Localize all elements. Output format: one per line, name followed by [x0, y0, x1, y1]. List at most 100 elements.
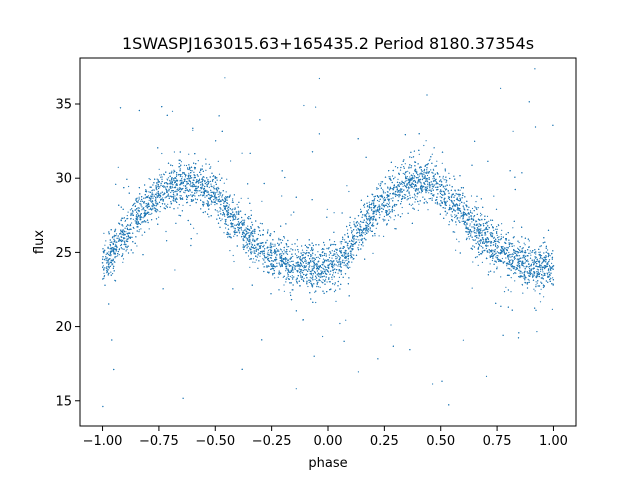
scatter-point: [475, 229, 478, 231]
scatter-point: [238, 211, 240, 213]
scatter-point: [527, 272, 529, 274]
scatter-point: [292, 264, 294, 266]
scatter-point: [226, 178, 228, 180]
scatter-point: [152, 206, 154, 208]
scatter-point: [321, 266, 323, 269]
scatter-point: [309, 276, 311, 278]
scatter-point: [486, 231, 488, 233]
scatter-point: [134, 220, 136, 222]
scatter-point: [208, 163, 210, 165]
scatter-point: [329, 260, 332, 262]
scatter-point: [457, 199, 460, 202]
scatter-point: [455, 224, 457, 226]
scatter-point: [258, 245, 260, 247]
scatter-point: [278, 262, 280, 264]
scatter-point: [322, 335, 324, 338]
scatter-point: [442, 177, 444, 179]
scatter-point: [521, 284, 524, 286]
scatter-point: [308, 244, 310, 246]
scatter-point: [126, 248, 128, 250]
scatter-point: [247, 255, 250, 257]
scatter-point: [471, 207, 474, 210]
scatter-point: [343, 264, 345, 266]
scatter-point: [318, 286, 320, 288]
scatter-point: [236, 218, 238, 220]
scatter-point: [353, 254, 355, 256]
scatter-point: [250, 234, 252, 236]
scatter-point: [308, 281, 310, 283]
scatter-point: [384, 192, 386, 194]
scatter-point: [279, 248, 282, 250]
scatter-point: [323, 265, 326, 267]
scatter-point: [236, 203, 238, 206]
scatter-point: [122, 225, 124, 227]
scatter-point: [383, 235, 385, 237]
scatter-point: [246, 252, 248, 254]
scatter-point: [403, 194, 405, 196]
scatter-point: [359, 233, 361, 235]
scatter-point: [425, 200, 427, 202]
scatter-point: [376, 199, 379, 202]
scatter-point: [435, 189, 438, 191]
scatter-point: [135, 222, 137, 224]
scatter-point: [224, 215, 226, 217]
scatter-point: [449, 184, 451, 186]
scatter-point: [428, 192, 430, 194]
scatter-point: [409, 194, 411, 196]
scatter-point: [232, 208, 234, 210]
scatter-point: [245, 227, 247, 229]
scatter-point: [445, 179, 447, 181]
scatter-point: [357, 239, 359, 241]
scatter-point: [413, 187, 415, 189]
scatter-point: [243, 222, 245, 224]
scatter-point: [128, 185, 130, 188]
scatter-point: [432, 178, 434, 180]
scatter-point: [407, 179, 409, 181]
scatter-point: [297, 251, 300, 253]
scatter-point: [546, 272, 548, 274]
scatter-point: [511, 265, 513, 267]
scatter-point: [220, 208, 222, 210]
scatter-point: [330, 243, 332, 245]
scatter-point: [262, 253, 264, 255]
scatter-point: [481, 245, 483, 247]
scatter-point: [360, 208, 362, 210]
scatter-point: [294, 249, 296, 251]
scatter-point: [413, 197, 415, 199]
scatter-point: [423, 173, 425, 176]
scatter-point: [436, 160, 438, 162]
scatter-point: [389, 176, 391, 178]
scatter-point: [216, 198, 218, 200]
scatter-point: [401, 213, 403, 215]
scatter-point: [537, 270, 539, 272]
scatter-point: [266, 265, 268, 267]
scatter-point: [418, 153, 420, 155]
scatter-point: [222, 194, 224, 196]
scatter-point: [245, 252, 247, 254]
scatter-point: [252, 261, 254, 263]
scatter-point: [149, 178, 151, 181]
scatter-point: [261, 252, 263, 254]
scatter-point: [549, 255, 551, 257]
scatter-point: [238, 218, 240, 220]
scatter-point: [505, 286, 507, 288]
scatter-point: [481, 250, 483, 252]
scatter-point: [445, 185, 447, 187]
scatter-point: [272, 243, 274, 245]
scatter-point: [138, 223, 141, 225]
scatter-point: [366, 212, 368, 214]
scatter-point: [230, 214, 232, 216]
scatter-point: [431, 187, 433, 189]
scatter-point: [391, 188, 394, 190]
scatter-point: [177, 187, 179, 189]
scatter-point: [190, 185, 192, 187]
scatter-point: [351, 254, 353, 256]
scatter-point: [480, 212, 482, 214]
scatter-point: [285, 264, 287, 266]
scatter-point: [528, 240, 530, 242]
scatter-point: [497, 245, 499, 247]
scatter-point: [464, 224, 466, 226]
scatter-point: [303, 104, 305, 107]
scatter-point: [402, 181, 404, 183]
scatter-point: [407, 189, 409, 191]
